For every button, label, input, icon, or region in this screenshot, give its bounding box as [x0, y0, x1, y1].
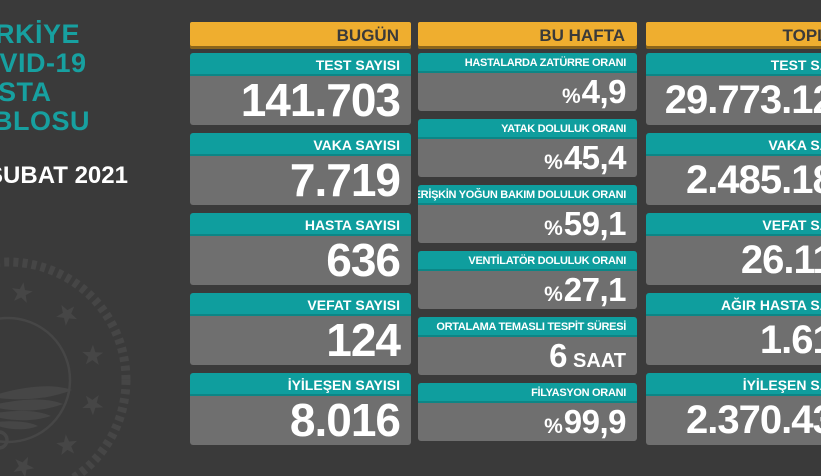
stat-value: 6 SAAT: [418, 337, 637, 375]
stat-value: 124: [190, 316, 411, 365]
stat-card-zaturre-orani: HASTALARDA ZATÜRRE ORANI %4,9: [418, 53, 637, 111]
stat-number: 7.719: [289, 154, 401, 205]
stat-card-test-sayisi: TEST SAYISI 141.703: [190, 53, 411, 125]
stat-value: %4,9: [418, 73, 637, 111]
column-header-bu-hafta: BU HAFTA: [418, 22, 637, 49]
column-header-toplam: TOPLAM: [646, 22, 821, 49]
stat-value: %27,1: [418, 271, 637, 309]
stat-unit: SAAT: [573, 350, 626, 372]
stat-number: 124: [326, 314, 401, 365]
stat-value: 7.719: [190, 156, 411, 205]
percent-sign: %: [544, 151, 563, 174]
column-bugun: BUGÜN TEST SAYISI 141.703 VAKA SAYISI 7.…: [190, 22, 411, 453]
stat-value: %99,9: [418, 403, 637, 441]
dashboard-title-line: COVID-19: [0, 48, 87, 78]
stat-card-yogun-bakim-doluluk: ERİŞKİN YOĞUN BAKIM DOLULUK ORANI %59,1: [418, 185, 637, 243]
stat-number: 45,4: [563, 139, 627, 176]
stat-card-filyasyon-orani: FİLYASYON ORANI %99,9: [418, 383, 637, 441]
stat-value: 141.703: [190, 76, 411, 125]
percent-sign: %: [561, 85, 581, 108]
stat-number: 1.614: [759, 318, 821, 362]
stat-value: %59,1: [418, 205, 637, 243]
percent-sign: %: [544, 217, 563, 240]
stat-value: 1.614: [646, 316, 821, 365]
stat-value: 636: [190, 236, 411, 285]
stat-number: 59,1: [563, 205, 627, 242]
stat-value: 26.117: [646, 236, 821, 285]
stat-number: 2.370.431: [686, 398, 821, 442]
stat-number: 636: [326, 234, 401, 285]
percent-sign: %: [544, 283, 563, 306]
stat-number: 27,1: [563, 271, 627, 308]
stat-label: VENTİLATÖR DOLULUK ORANI: [418, 251, 637, 271]
stat-label: TEST SAYISI: [190, 53, 411, 76]
stat-card-vaka-sayisi: VAKA SAYISI 7.719: [190, 133, 411, 205]
stat-number: 141.703: [240, 74, 401, 125]
stat-card-yatak-doluluk: YATAK DOLULUK ORANI %45,4: [418, 119, 637, 177]
dashboard-title-line: HASTA: [0, 77, 52, 107]
stat-card-agir-hasta: AĞIR HASTA SAYISI 1.614: [646, 293, 821, 365]
stat-card-ventilator-doluluk: VENTİLATÖR DOLULUK ORANI %27,1: [418, 251, 637, 309]
stat-value: 8.016: [190, 396, 411, 445]
stat-number: 99,9: [563, 403, 627, 440]
stat-number: 6: [549, 337, 568, 374]
stat-label: VEFAT SAYISI: [646, 213, 821, 236]
stat-label: FİLYASYON ORANI: [418, 383, 637, 403]
stat-label: TEST SAYISI: [646, 53, 821, 76]
stat-label: VEFAT SAYISI: [190, 293, 411, 316]
stat-value: 2.370.431: [646, 396, 821, 445]
stat-number: 2.485.182: [686, 158, 821, 202]
stat-number: 4,9: [581, 73, 627, 110]
stat-label: VAKA SAYISI: [190, 133, 411, 156]
stat-label: AĞIR HASTA SAYISI: [646, 293, 821, 316]
column-bu-hafta: BU HAFTA HASTALARDA ZATÜRRE ORANI %4,9 Y…: [418, 22, 637, 449]
stat-label: HASTA SAYISI: [190, 213, 411, 236]
stat-card-toplam-iyilesen: İYİLEŞEN SAYISI 2.370.431: [646, 373, 821, 445]
stat-number: 29.773.126: [664, 78, 821, 122]
report-date: 3 ŞUBAT 2021: [0, 162, 128, 189]
stat-value: 2.485.182: [646, 156, 821, 205]
percent-sign: %: [544, 415, 563, 438]
stat-label: YATAK DOLULUK ORANI: [418, 119, 637, 139]
stat-card-hasta-sayisi: HASTA SAYISI 636: [190, 213, 411, 285]
stat-card-toplam-test: TEST SAYISI 29.773.126: [646, 53, 821, 125]
stat-value: 29.773.126: [646, 76, 821, 125]
stat-card-vefat-sayisi: VEFAT SAYISI 124: [190, 293, 411, 365]
stat-value: %45,4: [418, 139, 637, 177]
stat-card-iyilesen-sayisi: İYİLEŞEN SAYISI 8.016: [190, 373, 411, 445]
dashboard-title-line: TÜRKİYE: [0, 19, 81, 49]
stat-card-temasli-tespit-suresi: ORTALAMA TEMASLI TESPİT SÜRESİ 6 SAAT: [418, 317, 637, 375]
column-toplam: TOPLAM TEST SAYISI 29.773.126 VAKA SAYIS…: [646, 22, 821, 453]
stat-label: ORTALAMA TEMASLI TESPİT SÜRESİ: [418, 317, 637, 337]
stat-number: 26.117: [740, 238, 821, 282]
stat-label: İYİLEŞEN SAYISI: [190, 373, 411, 396]
stat-label: ERİŞKİN YOĞUN BAKIM DOLULUK ORANI: [418, 185, 637, 205]
stat-label: HASTALARDA ZATÜRRE ORANI: [418, 53, 637, 73]
stat-card-toplam-vefat: VEFAT SAYISI 26.117: [646, 213, 821, 285]
stat-label: VAKA SAYISI: [646, 133, 821, 156]
stat-number: 8.016: [289, 394, 401, 445]
stat-label: İYİLEŞEN SAYISI: [646, 373, 821, 396]
column-header-bugun: BUGÜN: [190, 22, 411, 49]
stat-card-toplam-vaka: VAKA SAYISI 2.485.182: [646, 133, 821, 205]
health-ministry-emblem-icon: [0, 257, 131, 476]
